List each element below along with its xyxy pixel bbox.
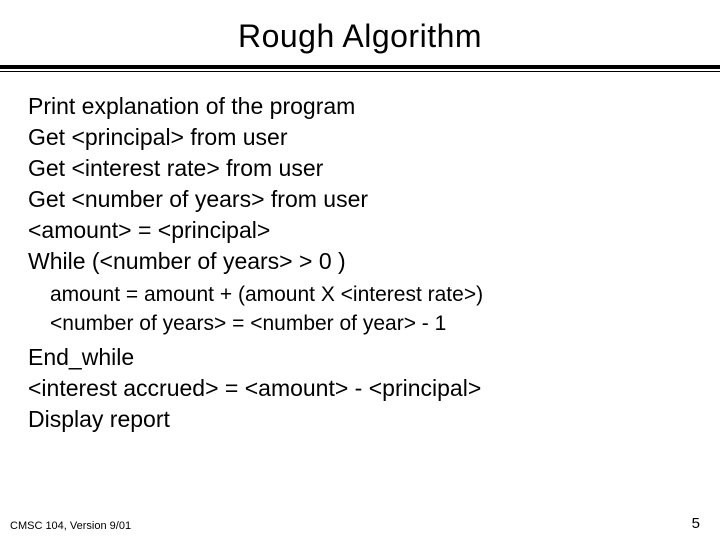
slide: Rough Algorithm Print explanation of the… [0,0,720,540]
title-divider [0,65,720,73]
algo-line: End_while [28,342,692,373]
footer-page-number: 5 [692,515,700,532]
algo-line: Get <number of years> from user [28,184,692,215]
algo-line-indent: <number of years> = <number of year> - 1 [50,310,692,338]
algo-line: <amount> = <principal> [28,215,692,246]
algo-line: <interest accrued> = <amount> - <princip… [28,373,692,404]
footer-course: CMSC 104, Version 9/01 [10,520,131,532]
algo-indent-block: amount = amount + (amount X <interest ra… [28,277,692,342]
algo-line: Get <interest rate> from user [28,153,692,184]
divider-thin [0,71,720,72]
divider-thick [0,65,720,69]
algo-line: Display report [28,404,692,435]
algo-line: Print explanation of the program [28,91,692,122]
algo-line: Get <principal> from user [28,122,692,153]
slide-body: Print explanation of the program Get <pr… [0,73,720,435]
algo-line-indent: amount = amount + (amount X <interest ra… [50,281,692,309]
slide-title: Rough Algorithm [0,0,720,65]
algo-line: While (<number of years> > 0 ) [28,246,692,277]
